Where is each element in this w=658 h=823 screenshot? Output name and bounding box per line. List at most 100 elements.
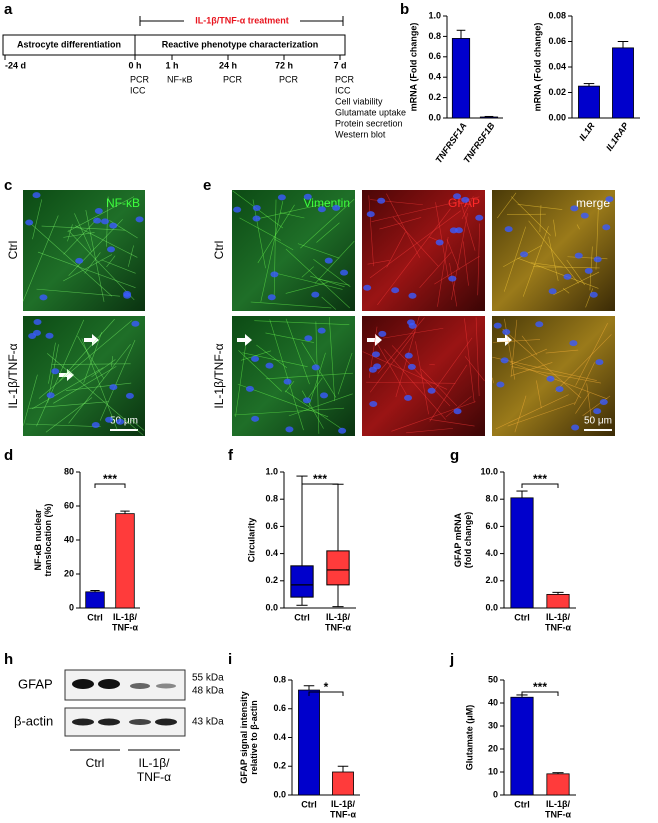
fibre [45,397,93,433]
fibre [22,215,59,302]
fibre [301,266,315,278]
fibre [502,328,582,399]
y-tick-label: 20 [488,743,498,753]
nucleus [589,291,598,298]
nucleus [109,222,118,229]
nucleus [32,192,41,199]
fibre [37,251,136,288]
fibre [369,210,461,279]
nucleus [311,364,320,371]
fibre [63,232,95,238]
fibre [406,428,453,434]
y-tick-label: 0 [69,602,74,612]
nucleus [233,206,242,213]
western-blot [64,669,186,751]
y-tick-label: 0.0 [428,112,441,122]
fibre [367,260,390,265]
y-tick-label: 0.0 [265,602,278,612]
bar [298,689,320,796]
time-label: 72 h [275,60,293,70]
group-label: IL-1β/TNF-α [137,756,171,784]
nucleus [135,216,144,223]
error-bar [120,510,130,514]
nucleus [584,267,593,274]
fibre [383,327,444,339]
fibre [514,395,527,433]
fibre [38,320,133,399]
bar [85,591,105,609]
panel-label: a [4,1,13,18]
marker-label: 43 kDa [192,717,224,728]
y-tick-label: 0.8 [428,31,441,41]
fibre [586,383,592,419]
y-tick-label: 0.6 [428,51,441,61]
fibre [574,362,595,406]
nucleus [245,385,254,392]
fibre [419,251,452,288]
x-tick-label: Ctrl [294,612,310,622]
significance-bracket [521,483,559,488]
assay-label: Glutamate uptake [335,107,406,117]
y-tick-label: 0.0 [485,602,498,612]
fibre [451,212,468,300]
fibre [23,374,38,426]
fibre [391,345,451,407]
fibre [250,301,332,309]
panel-label: f [228,447,234,464]
fibre [391,401,476,432]
nucleus [404,394,413,401]
row-label: Ctrl [212,241,226,260]
fibre [431,337,473,394]
nucleus [548,288,557,295]
fibre [315,321,320,434]
fibre [74,213,92,252]
micrograph [23,190,145,311]
fibre [111,356,113,367]
bar [115,513,135,609]
nucleus [25,219,34,226]
time-label: 7 d [333,60,346,70]
nucleus [504,226,513,233]
nucleus [453,408,462,415]
fibre [32,367,104,410]
fibre [313,258,351,288]
nucleus [574,252,583,259]
nucleus [599,399,608,406]
fibre [536,380,542,409]
fibre [517,257,599,289]
y-tick-label: 6.0 [485,521,498,531]
fibre [308,352,326,407]
fibre [235,344,247,417]
fibre [321,296,337,310]
fibre [555,334,612,392]
nucleus [125,392,134,399]
y-axis-label: NF-κB nucleartranslocation (%) [33,503,53,576]
nucleus [338,427,347,434]
y-tick-label: 0.06 [548,36,566,46]
significance-bracket [521,691,559,696]
marker-label: 55 kDa [192,673,224,684]
assay-label: PCR [279,74,299,84]
nucleus [116,418,125,425]
fibre [415,341,429,415]
nucleus [46,392,55,399]
nucleus [408,292,417,299]
fibre [269,319,304,431]
time-label: 1 h [165,60,178,70]
texture [23,318,145,436]
nucleus [45,332,54,339]
nucleus [93,217,102,224]
protein-label: β-actin [14,713,53,728]
nucleus [546,375,555,382]
fibre [265,332,315,343]
fibre [36,319,85,427]
fibre [238,350,282,392]
nucleus [605,196,614,203]
fibre [475,317,480,397]
y-tick-label: 0.8 [273,674,286,684]
y-tick-label: 0.6 [273,703,286,713]
y-tick-label: 1.0 [428,10,441,20]
fibre [462,241,469,286]
row-label: IL-1β/TNF-α [6,343,20,408]
fibre [371,196,480,222]
